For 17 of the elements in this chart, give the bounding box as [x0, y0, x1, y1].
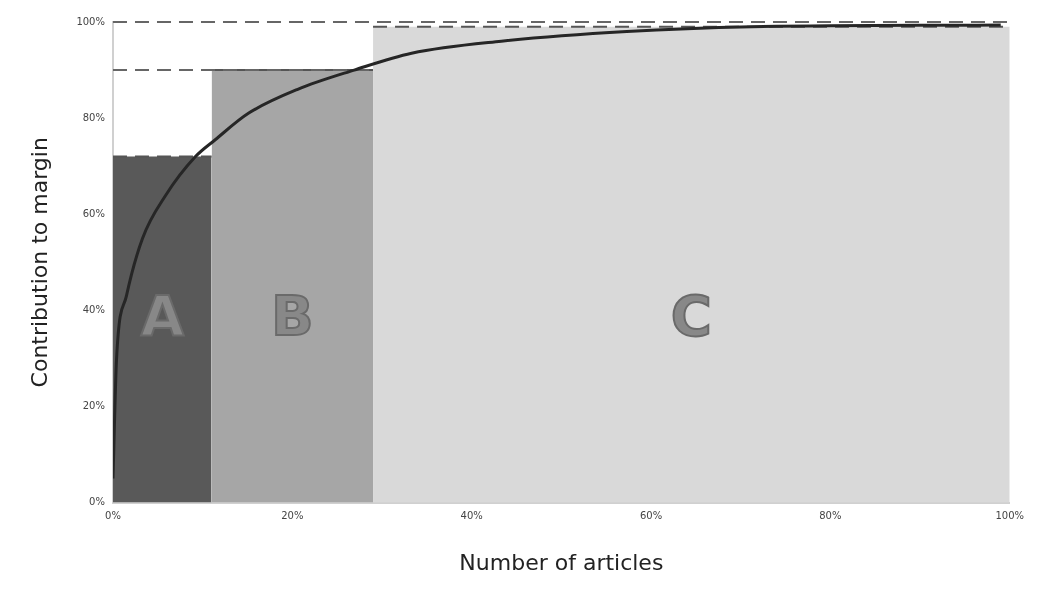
y-tick-label: 80% [82, 111, 105, 123]
x-tick-label: 80% [819, 510, 842, 522]
x-tick-label: 40% [460, 510, 483, 522]
y-axis-title: Contribution to margin [26, 137, 52, 388]
x-tick-label: 100% [995, 510, 1024, 522]
y-tick-label: 20% [82, 400, 105, 412]
x-tick-label: 60% [639, 510, 663, 522]
x-axis-title: Number of articles [459, 549, 664, 575]
x-tick-label: 0% [105, 510, 121, 522]
y-tick-label: 100% [76, 15, 105, 27]
y-tick-label: 60% [82, 207, 105, 219]
y-tick-label: 40% [82, 303, 105, 315]
y-tick-label: 0% [89, 496, 105, 508]
line-series [112, 23, 1003, 481]
series-label: C [670, 282, 712, 348]
x-tick-label: 20% [281, 510, 304, 522]
series-label: B [270, 282, 314, 348]
